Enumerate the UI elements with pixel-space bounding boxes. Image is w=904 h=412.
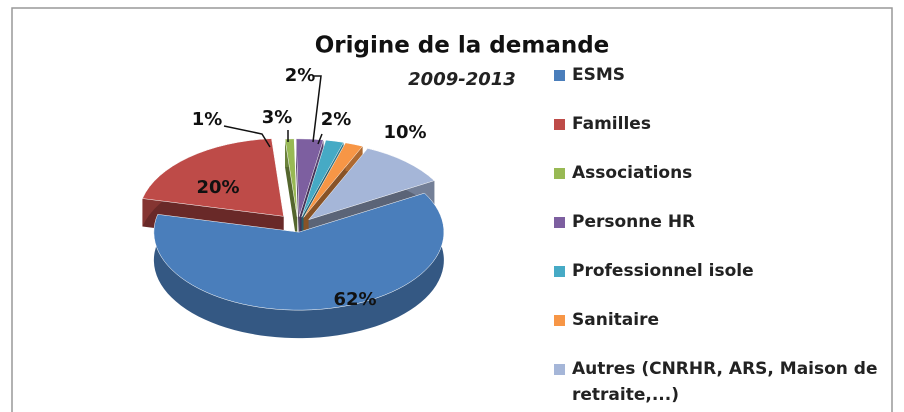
data-label: 10% bbox=[383, 122, 426, 143]
legend-swatch bbox=[554, 70, 565, 81]
chart-subtitle: 2009-2013 bbox=[408, 69, 516, 90]
slice bbox=[307, 148, 435, 221]
data-label: 2% bbox=[321, 109, 352, 130]
legend-label: Autres (CNRHR, ARS, Maison de retraite,.… bbox=[572, 359, 878, 405]
legend-label: ESMS bbox=[572, 65, 626, 85]
slice bbox=[301, 139, 344, 218]
legend-item: Personne HR bbox=[552, 209, 882, 258]
legend-label: Sanitaire bbox=[572, 310, 659, 330]
slice bbox=[303, 142, 364, 218]
legend-item: Associations bbox=[552, 160, 882, 209]
legend-item: Professionnel isole bbox=[552, 258, 882, 307]
slice bbox=[153, 192, 445, 311]
legend-swatch bbox=[554, 364, 565, 375]
legend-swatch bbox=[554, 168, 565, 179]
slice bbox=[142, 138, 284, 217]
data-label: 62% bbox=[333, 289, 376, 310]
leader-line bbox=[312, 75, 322, 143]
data-label: 2% bbox=[285, 65, 316, 86]
legend-swatch bbox=[554, 266, 565, 277]
leader-line bbox=[317, 133, 323, 145]
legend-label: Personne HR bbox=[572, 212, 696, 232]
legend-label: Professionnel isole bbox=[572, 261, 754, 281]
data-label: 1% bbox=[192, 109, 223, 130]
legend-label: Familles bbox=[572, 114, 651, 134]
slice bbox=[284, 138, 298, 217]
leader-line bbox=[223, 125, 271, 148]
legend: ESMS Familles Associations Personne HR Profe… bbox=[552, 62, 882, 405]
legend-item: Autres (CNRHR, ARS, Maison de retraite,.… bbox=[552, 356, 882, 405]
chart-title: Origine de la demande bbox=[315, 33, 610, 59]
data-label: 20% bbox=[196, 177, 239, 198]
legend-label: Associations bbox=[572, 163, 693, 183]
legend-item: Sanitaire bbox=[552, 307, 882, 356]
slice-wall bbox=[153, 193, 444, 339]
legend-item: ESMS bbox=[552, 62, 882, 111]
legend-item: Familles bbox=[552, 111, 882, 160]
legend-swatch bbox=[554, 217, 565, 228]
data-label: 3% bbox=[262, 107, 293, 128]
legend-swatch bbox=[554, 119, 565, 130]
slice bbox=[295, 138, 324, 217]
legend-swatch bbox=[554, 315, 565, 326]
